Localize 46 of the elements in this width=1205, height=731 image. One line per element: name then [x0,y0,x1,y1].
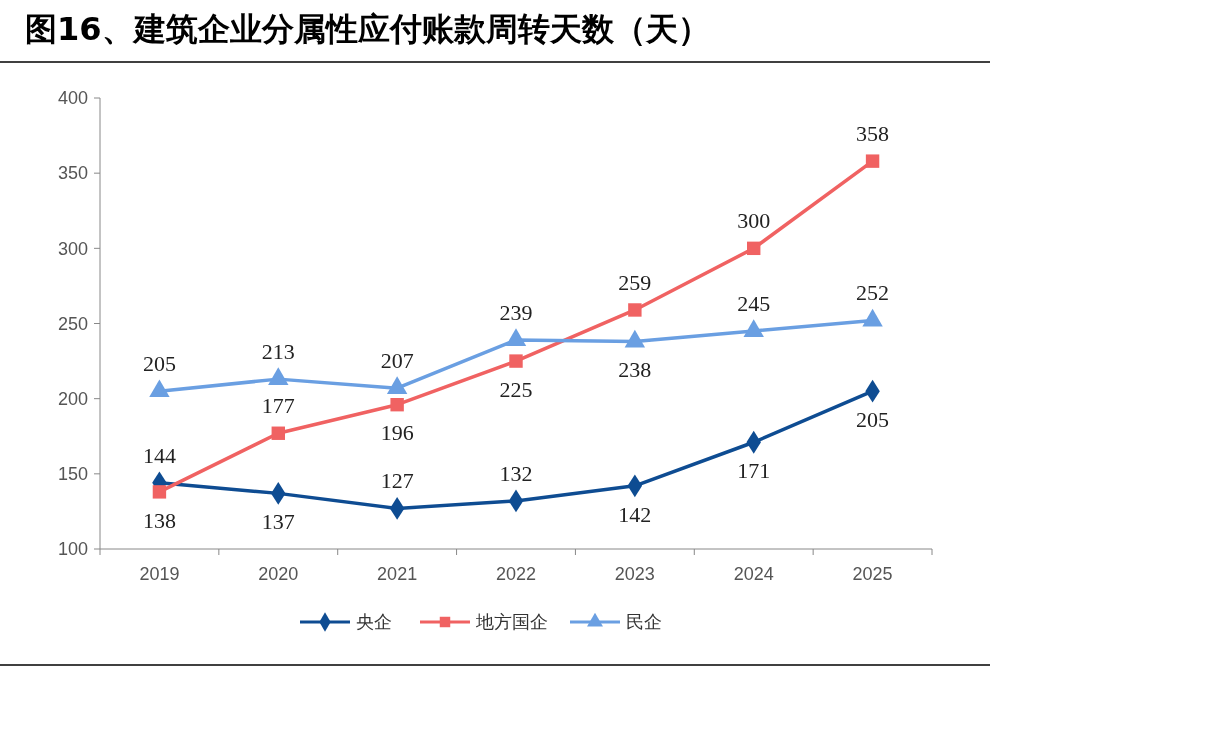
data-label: 259 [618,269,652,295]
y-tick-label: 150 [57,464,88,485]
data-label: 196 [380,420,414,446]
point [390,397,404,412]
data-label: 127 [380,468,414,494]
x-tick-label: 2019 [139,564,180,585]
y-tick-label: 300 [57,238,88,259]
data-label: 245 [737,290,771,316]
data-label: 238 [618,357,652,383]
data-label: 300 [737,208,771,234]
x-tick-label: 2025 [852,564,893,585]
x-tick-label: 2024 [733,564,774,585]
data-label: 239 [499,299,533,325]
data-label: 138 [142,507,176,533]
point [509,354,523,368]
data-label: 207 [380,347,414,373]
data-label: 205 [856,406,890,432]
y-tick-label: 200 [57,388,88,409]
x-tick-label: 2022 [495,564,537,585]
data-label: 252 [856,280,890,306]
point [152,485,167,499]
x-tick-label: 2023 [614,564,655,585]
data-label: 225 [499,376,533,402]
data-label: 358 [856,120,890,146]
data-label: 144 [142,442,176,468]
legend-label: 地方国企 [475,611,548,633]
x-tick-label: 2020 [258,564,299,585]
point [747,241,761,256]
point [865,154,880,168]
legend-label: 央企 [356,611,392,633]
y-tick-label: 250 [57,313,88,334]
legend-label: 民企 [626,611,662,633]
chart-title: 图16、建筑企业分属性应付账款周转天数（天） [25,10,710,48]
y-tick-label: 350 [57,163,88,184]
data-label: 177 [261,392,295,418]
data-label: 205 [142,350,176,376]
data-label: 137 [261,509,295,535]
point [628,303,642,317]
y-tick-label: 400 [57,88,88,109]
data-label: 213 [261,338,295,364]
data-label: 171 [737,457,771,483]
x-tick-label: 2021 [377,564,418,585]
y-tick-label: 100 [57,539,88,560]
data-label: 142 [618,501,652,527]
data-label: 132 [499,460,533,486]
point [271,426,285,440]
